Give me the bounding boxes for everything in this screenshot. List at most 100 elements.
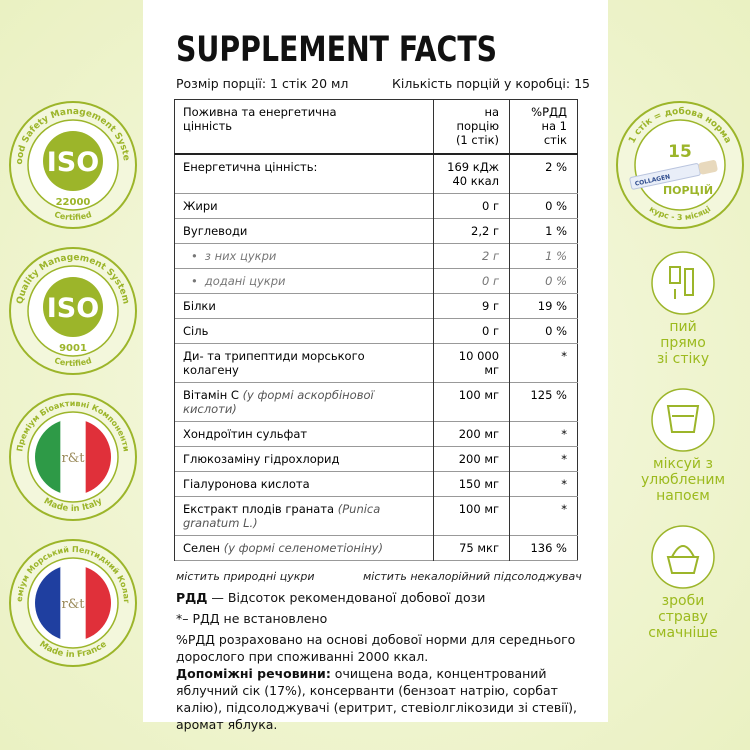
nutrient-name: з них цукри [204,249,277,263]
tip-icon [666,405,700,433]
amount: 0 г [433,318,510,344]
arc-text: Made in Italy [42,496,105,514]
iso-disc [43,131,103,191]
note: РДД — Відсоток рекомендованої добової до… [176,590,485,605]
logo: r&t [61,451,85,466]
amount: 0 г [433,268,510,294]
percent: * [509,496,578,536]
stick [629,163,701,190]
percent: * [509,421,578,447]
nutrient: Екстракт плодів граната (Punica granatum… [173,496,434,536]
badge-ring [9,393,137,521]
nutrient-note: (Punica granatum L.) [183,502,381,530]
badge-ring [9,101,137,229]
amount: 200 мг [433,446,510,472]
nutrient-name: Вуглеводи [183,224,248,238]
badge-inner-ring [27,557,119,649]
row: додані цукри 0 г0 % [173,268,578,294]
nutrient: Енергетична цінність: [173,154,434,194]
flag-stripe [85,565,111,641]
arc-text: Food Safety Management System [0,0,131,165]
serving-size: Розмір порції: 1 стік 20 мл [176,76,349,91]
percent: 0 % [509,193,578,219]
flag-stripe [35,419,61,495]
term: РДД [176,590,208,605]
percent: 2 % [509,154,578,194]
percent: * [509,446,578,472]
nutrient-name: Енергетична цінність: [183,160,318,174]
row: з них цукри 2 г1 % [173,243,578,269]
nutrient: Вітамін С (у формі аскорбінової кислоти) [173,382,434,422]
note: містить некалорійний підсолоджувач [363,570,582,583]
arc-text: Certified [53,210,93,222]
row: Білки 9 г 19 % [173,293,578,319]
tip-circle [651,388,715,452]
nutrient-name: Хондроїтин сульфат [183,427,308,441]
badge-ring [9,539,137,667]
amount: 169 кДж 40 ккал [433,154,510,194]
arc-text: Made in France [37,639,108,660]
nutrient: Білки [173,293,434,319]
nutrient: Хондроїтин сульфат [173,421,434,447]
flag-stripe [85,419,111,495]
iso-label: ISO [47,293,99,324]
facts-table: Поживна та енергетична цінність на порцію… [173,99,578,561]
row: Глюкозаміну гідрохлорид 200 мг * [173,446,578,472]
nutrient: Жири [173,193,434,219]
tip-caption: зроби страву смачніше [648,593,718,641]
nutrient: Селен (у формі селенометіоніну) [173,535,434,561]
row: Вітамін С (у формі аскорбінової кислоти)… [173,382,578,422]
row: Ди- та трипептиди морського колагену 10 0… [173,343,578,383]
badge-inner-ring [27,119,119,211]
tip-circle [651,525,715,589]
note: *– РДД не встановлено [176,611,328,626]
badge-ring [9,247,137,375]
logo: r&t [61,597,85,612]
iso-code: 22000 [56,197,91,208]
nutrient-name: Білки [183,299,216,313]
stick-cap [698,160,718,175]
arc-text: Преміум Морський Пептидний Колаген [0,0,131,603]
term: Допоміжні речовини: [176,666,331,681]
badge-ring [616,101,744,229]
note: %РДД розраховано на основі добової норми… [176,632,576,664]
iso-disc [43,277,103,337]
amount: 100 мг [433,382,510,422]
arc-text-path: 1 стік = добова норма [627,106,732,145]
arc-text-path: Преміум Морський Пептидний Колаген [0,0,131,603]
percent: 0 % [509,318,578,344]
column-header: Поживна та енергетична цінність [173,99,434,154]
header-row: Поживна та енергетична цінність на порцію… [173,99,578,154]
row: Гіалуронова кислота 150 мг * [173,471,578,497]
tip-caption: міксуй з улюбленим напоєм [640,456,726,504]
amount: 0 г [433,193,510,219]
title: SUPPLEMENT FACTS [176,30,498,70]
nutrient: Ди- та трипептиди морського колагену [173,343,434,383]
nutrient: з них цукри [173,243,434,269]
percent: 19 % [509,293,578,319]
arc-text: Преміум Біоактивні Компоненти [15,399,130,452]
nutrient-name: Глюкозаміну гідрохлорид [183,452,340,466]
percent: * [509,471,578,497]
nutrient-name: Сіль [183,324,209,338]
arc-text-path: Преміум Біоактивні Компоненти [15,399,130,452]
arc-text-path: Food Safety Management System [0,0,131,165]
note: містить природні цукри [176,570,315,583]
nutrient-name: Ди- та трипептиди морського колагену [183,349,365,377]
percent: * [509,343,578,383]
percent: 0 % [509,268,578,294]
badge-inner-ring [27,265,119,357]
amount: 200 мг [433,421,510,447]
column-header: на порцію (1 стік) [433,99,510,154]
nutrient: Гіалуронова кислота [173,471,434,497]
arc-text-path: курс - 3 місяці [648,203,713,222]
badge-inner-ring [27,411,119,503]
arc-text: 1 стік = добова норма [627,106,732,145]
arc-text-path: Certified [53,210,93,222]
tip-caption: пий прямо зі стіку [656,319,710,367]
nutrient-name: Екстракт плодів граната [183,502,335,516]
percent: 136 % [509,535,578,561]
tip-icon [669,266,694,299]
